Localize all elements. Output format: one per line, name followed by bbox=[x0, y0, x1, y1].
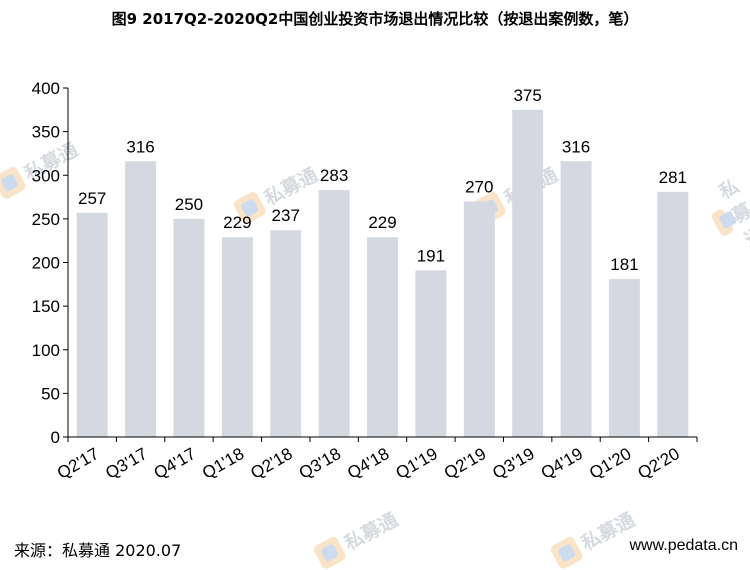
x-tick-label: Q2'17 bbox=[54, 444, 102, 483]
data-label: 237 bbox=[272, 206, 300, 225]
data-label: 316 bbox=[562, 137, 590, 156]
data-label: 229 bbox=[368, 213, 396, 232]
y-tick-label: 400 bbox=[32, 79, 60, 98]
data-label: 181 bbox=[610, 255, 638, 274]
bar bbox=[560, 161, 592, 438]
bar bbox=[512, 109, 544, 437]
bar bbox=[657, 191, 689, 437]
data-label: 250 bbox=[175, 195, 203, 214]
source-note: 来源：私募通 2020.07 bbox=[14, 541, 182, 560]
chart-title: 图9 2017Q2-2020Q2中国创业投资市场退出情况比较（按退出案例数，笔） bbox=[111, 10, 639, 28]
bar bbox=[367, 237, 398, 437]
x-tick-label: Q4'19 bbox=[538, 444, 586, 483]
bar bbox=[415, 270, 447, 437]
data-label: 316 bbox=[126, 137, 154, 156]
x-tick-label: Q3'17 bbox=[102, 444, 150, 483]
bar bbox=[608, 279, 640, 437]
x-tick-label: Q1'18 bbox=[199, 444, 247, 483]
bar bbox=[318, 190, 350, 437]
x-tick-label: Q2'19 bbox=[441, 444, 489, 483]
bar bbox=[173, 218, 205, 437]
data-label: 375 bbox=[513, 86, 541, 105]
x-axis: Q2'17 Q3'17 Q4'17 Q1'18 Q2'18 Q3'18 Q4'18 Q1'19… bbox=[54, 436, 698, 483]
x-tick-label: Q2'18 bbox=[247, 444, 295, 483]
x-tick-label: Q3'18 bbox=[296, 444, 344, 483]
y-tick-label: 350 bbox=[32, 123, 60, 142]
bar bbox=[221, 237, 253, 437]
x-tick-label: Q1'19 bbox=[393, 444, 441, 483]
x-tick-label: Q4'17 bbox=[151, 444, 199, 483]
bars bbox=[76, 109, 689, 438]
y-tick-label: 0 bbox=[51, 428, 60, 447]
x-tick-label: Q4'18 bbox=[344, 444, 392, 483]
bar bbox=[463, 201, 495, 437]
x-tick-label: Q1'20 bbox=[586, 444, 634, 483]
bar bbox=[270, 230, 302, 437]
y-axis: 0 50 100 150 200 250 300 350 400 bbox=[32, 79, 69, 447]
y-tick-label: 200 bbox=[32, 254, 60, 273]
bar bbox=[76, 212, 108, 437]
data-labels: 257 316 250 229 237 283 229 191 270 375 316 181 281 bbox=[78, 86, 687, 274]
bar bbox=[125, 161, 157, 438]
x-tick-label: Q2'20 bbox=[634, 444, 682, 483]
data-label: 257 bbox=[78, 189, 106, 208]
data-label: 281 bbox=[659, 168, 687, 187]
y-tick-label: 100 bbox=[32, 341, 60, 360]
data-label: 270 bbox=[465, 177, 493, 196]
data-label: 191 bbox=[417, 246, 445, 265]
data-label: 283 bbox=[320, 166, 348, 185]
y-tick-label: 50 bbox=[41, 384, 60, 403]
x-tick-label: Q3'19 bbox=[489, 444, 537, 483]
data-label: 229 bbox=[223, 213, 251, 232]
y-tick-label: 250 bbox=[32, 210, 60, 229]
y-tick-label: 300 bbox=[32, 166, 60, 185]
y-tick-label: 150 bbox=[32, 297, 60, 316]
website-url: www.pedata.cn bbox=[629, 537, 738, 554]
